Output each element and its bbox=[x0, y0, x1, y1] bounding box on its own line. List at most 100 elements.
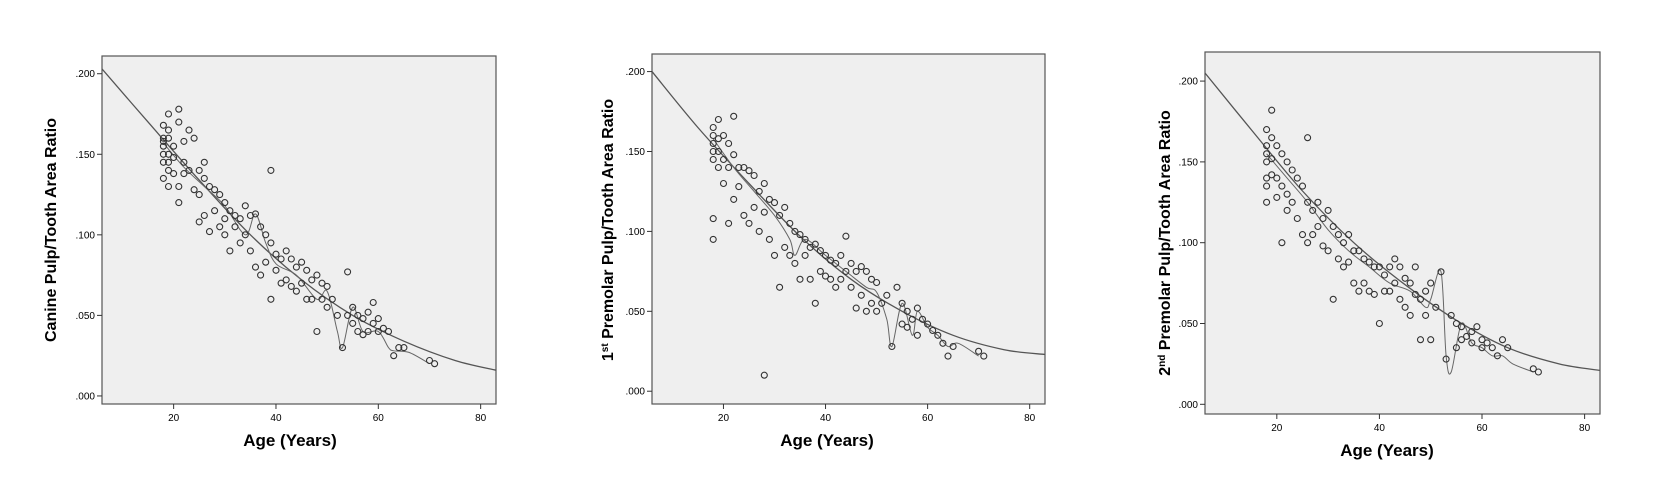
data-point bbox=[725, 139, 733, 148]
data-point bbox=[159, 158, 167, 166]
data-point bbox=[282, 247, 290, 255]
data-point bbox=[745, 167, 753, 175]
data-point bbox=[1380, 287, 1389, 295]
data-point bbox=[857, 263, 865, 271]
data-point bbox=[1478, 344, 1486, 352]
x-tick-label: 60 bbox=[1476, 423, 1488, 434]
data-point bbox=[837, 251, 845, 259]
y-tick-label: .000 bbox=[626, 387, 646, 398]
data-point bbox=[903, 323, 911, 331]
data-point bbox=[364, 308, 372, 316]
data-point bbox=[1529, 365, 1537, 373]
data-point bbox=[246, 247, 254, 255]
data-point bbox=[1324, 247, 1332, 255]
data-point bbox=[1355, 287, 1363, 295]
data-point bbox=[1273, 174, 1281, 182]
data-point bbox=[709, 215, 717, 223]
data-point bbox=[760, 371, 768, 379]
data-point bbox=[765, 235, 773, 243]
data-point bbox=[1293, 214, 1301, 223]
data-point bbox=[1278, 150, 1286, 158]
data-point bbox=[1268, 134, 1276, 142]
data-point bbox=[1365, 287, 1373, 295]
data-point bbox=[1278, 182, 1286, 190]
data-point bbox=[832, 283, 840, 291]
data-point bbox=[1304, 239, 1312, 247]
plot-marks bbox=[102, 68, 496, 371]
data-point bbox=[272, 250, 280, 258]
data-point bbox=[175, 105, 183, 113]
data-point bbox=[267, 166, 275, 174]
x-tick-label: 40 bbox=[820, 413, 832, 424]
data-point bbox=[709, 147, 717, 156]
data-point bbox=[740, 163, 748, 172]
data-point bbox=[216, 191, 224, 199]
data-point bbox=[893, 283, 901, 291]
data-point bbox=[323, 282, 331, 290]
data-point bbox=[159, 174, 167, 182]
data-point bbox=[374, 315, 382, 323]
data-point bbox=[755, 187, 763, 195]
data-point bbox=[1422, 311, 1430, 319]
data-point bbox=[159, 134, 167, 142]
fit-curve bbox=[652, 71, 1045, 356]
data-point bbox=[1360, 255, 1368, 263]
data-point bbox=[1268, 155, 1276, 163]
data-point bbox=[760, 208, 768, 216]
data-point bbox=[755, 227, 763, 235]
data-point bbox=[1478, 336, 1486, 344]
data-point bbox=[811, 240, 819, 248]
data-point bbox=[781, 243, 789, 251]
data-point bbox=[852, 267, 860, 275]
data-point bbox=[1401, 303, 1409, 311]
x-tick-label: 40 bbox=[1374, 423, 1386, 434]
data-point bbox=[1283, 190, 1291, 198]
data-point bbox=[913, 304, 921, 312]
data-point bbox=[801, 251, 809, 259]
y-axis-label-rest: Premolar Pulp/Tooth Area Ratio bbox=[1157, 110, 1174, 355]
data-point bbox=[862, 307, 870, 315]
data-point bbox=[760, 179, 768, 188]
data-point bbox=[725, 219, 733, 227]
data-point bbox=[431, 360, 439, 368]
data-point bbox=[714, 115, 722, 124]
data-point bbox=[1498, 336, 1507, 344]
data-point bbox=[873, 278, 881, 287]
y-axis-label: Canine Pulp/Tooth Area Ratio bbox=[43, 118, 60, 342]
data-point bbox=[1468, 328, 1476, 336]
data-point bbox=[180, 170, 188, 178]
data-point bbox=[318, 295, 326, 303]
data-point bbox=[226, 247, 234, 255]
data-point bbox=[1411, 263, 1419, 271]
data-point bbox=[1411, 290, 1419, 298]
data-point bbox=[1391, 255, 1399, 263]
data-point bbox=[159, 150, 167, 158]
data-point bbox=[816, 267, 824, 275]
data-point bbox=[1288, 198, 1296, 206]
data-point bbox=[185, 126, 193, 134]
data-point bbox=[292, 287, 300, 295]
data-point bbox=[298, 279, 306, 287]
data-point bbox=[816, 247, 824, 255]
data-point bbox=[1263, 150, 1271, 158]
data-point bbox=[714, 147, 722, 156]
fit-curve bbox=[1205, 72, 1600, 372]
data-point bbox=[1380, 271, 1389, 279]
data-point bbox=[298, 258, 306, 266]
data-point bbox=[164, 126, 173, 134]
data-point bbox=[898, 299, 906, 307]
data-point bbox=[944, 352, 952, 360]
data-point bbox=[1416, 336, 1425, 344]
data-point bbox=[1457, 336, 1466, 344]
data-point bbox=[1350, 279, 1358, 287]
data-point bbox=[374, 327, 382, 336]
data-point bbox=[847, 283, 855, 291]
plot-area bbox=[101, 55, 497, 405]
data-point bbox=[400, 344, 408, 352]
plot-area bbox=[1204, 51, 1601, 415]
y-tick-label: .100 bbox=[76, 230, 96, 241]
x-axis-label: Age (Years) bbox=[1340, 441, 1434, 460]
data-point bbox=[164, 110, 173, 118]
data-point bbox=[359, 315, 367, 323]
data-point bbox=[1345, 231, 1353, 239]
